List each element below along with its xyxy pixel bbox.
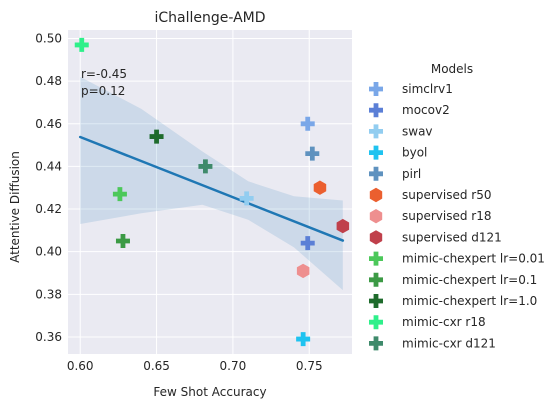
x-tick-label: 0.60 — [67, 359, 94, 373]
data-point — [149, 129, 164, 144]
regression-line — [78, 135, 345, 242]
legend-label: mimic-cxr r18 — [402, 315, 486, 329]
legend-marker — [369, 336, 383, 351]
legend-marker — [369, 294, 383, 308]
pvalue-annotation: p=0.12 — [81, 84, 125, 98]
legend-label: mimic-chexpert lr=0.1 — [402, 273, 537, 287]
data-point — [112, 187, 127, 202]
legend-marker — [369, 82, 383, 96]
data-point — [74, 37, 89, 52]
legend-label: supervised d121 — [402, 230, 502, 244]
y-tick-label: 0.36 — [35, 330, 62, 344]
y-axis-label: Attentive Diffusion — [8, 151, 22, 263]
x-axis-label: Few Shot Accuracy — [153, 385, 266, 399]
legend-marker — [369, 166, 383, 181]
legend-marker — [369, 209, 383, 224]
legend-marker — [369, 124, 383, 139]
data-point — [313, 180, 327, 195]
legend-marker — [369, 251, 383, 266]
legend-label: mocov2 — [402, 103, 450, 117]
x-tick-label: 0.75 — [296, 359, 323, 373]
legend-marker — [369, 315, 383, 330]
x-tick-label: 0.65 — [143, 359, 170, 373]
data-point — [239, 191, 254, 206]
legend-marker — [369, 103, 383, 118]
y-tick-label: 0.38 — [35, 287, 62, 301]
legend-label: pirl — [402, 167, 421, 181]
data-point — [305, 146, 320, 161]
y-tick-label: 0.46 — [35, 117, 62, 131]
plot-area: 0.60 0.65 0.70 0.75 0.36 0.38 0.40 0.42 0.44 0.46… — [35, 30, 352, 373]
y-tick-label: 0.42 — [35, 202, 62, 216]
legend-title: Models — [431, 62, 473, 76]
data-point — [198, 159, 213, 174]
legend-marker — [369, 145, 383, 160]
legend-label: mimic-chexpert lr=1.0 — [402, 294, 537, 308]
legend-label: swav — [402, 124, 433, 138]
legend: Models simclrv1 mocov2 swav byol pirl supervi… — [369, 62, 545, 351]
data-point — [115, 234, 130, 249]
y-tick-label: 0.50 — [35, 32, 62, 46]
x-tick-label: 0.70 — [220, 359, 247, 373]
legend-label: byol — [402, 146, 427, 160]
y-tick-label: 0.40 — [35, 245, 62, 259]
data-point — [296, 263, 310, 279]
confidence-band — [80, 76, 343, 291]
legend-label: mimic-cxr d121 — [402, 336, 496, 350]
correlation-annotation: r=-0.45 — [81, 67, 127, 81]
legend-marker — [369, 230, 383, 245]
legend-marker — [369, 272, 383, 287]
data-point — [336, 218, 350, 234]
y-tick-label: 0.48 — [35, 74, 62, 88]
y-tick-label: 0.44 — [35, 159, 62, 173]
data-point — [300, 116, 315, 131]
legend-marker — [369, 187, 383, 203]
legend-label: supervised r50 — [402, 188, 492, 202]
data-point — [300, 236, 315, 251]
legend-label: simclrv1 — [402, 82, 453, 96]
legend-label: supervised r18 — [402, 209, 492, 223]
legend-label: mimic-chexpert lr=0.01 — [402, 252, 545, 266]
data-point — [296, 332, 311, 347]
chart-title: iChallenge-AMD — [154, 10, 265, 26]
